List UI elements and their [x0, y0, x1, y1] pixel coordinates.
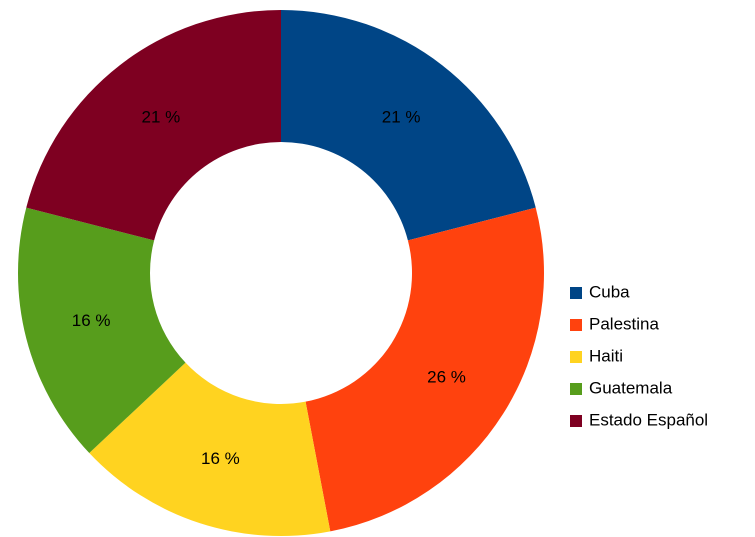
- legend-swatch: [570, 415, 582, 427]
- donut-slice: [281, 10, 536, 241]
- legend-label: Haiti: [589, 346, 623, 365]
- donut-slice: [305, 207, 544, 532]
- donut-slice: [89, 362, 331, 536]
- legend-swatch: [570, 383, 582, 395]
- legend-label: Guatemala: [589, 378, 673, 397]
- legend-swatch: [570, 319, 582, 331]
- donut-slice: [18, 207, 186, 454]
- legend-swatch: [570, 351, 582, 363]
- slice-label: 26 %: [427, 368, 466, 387]
- slice-label: 21 %: [141, 108, 180, 127]
- slice-label: 16 %: [72, 311, 111, 330]
- slice-label: 16 %: [201, 449, 240, 468]
- legend-label: Palestina: [589, 314, 659, 333]
- legend-swatch: [570, 287, 582, 299]
- donut-slice: [26, 10, 281, 241]
- legend-label: Estado Español: [589, 410, 708, 429]
- slice-label: 21 %: [382, 108, 421, 127]
- legend-label: Cuba: [589, 282, 630, 301]
